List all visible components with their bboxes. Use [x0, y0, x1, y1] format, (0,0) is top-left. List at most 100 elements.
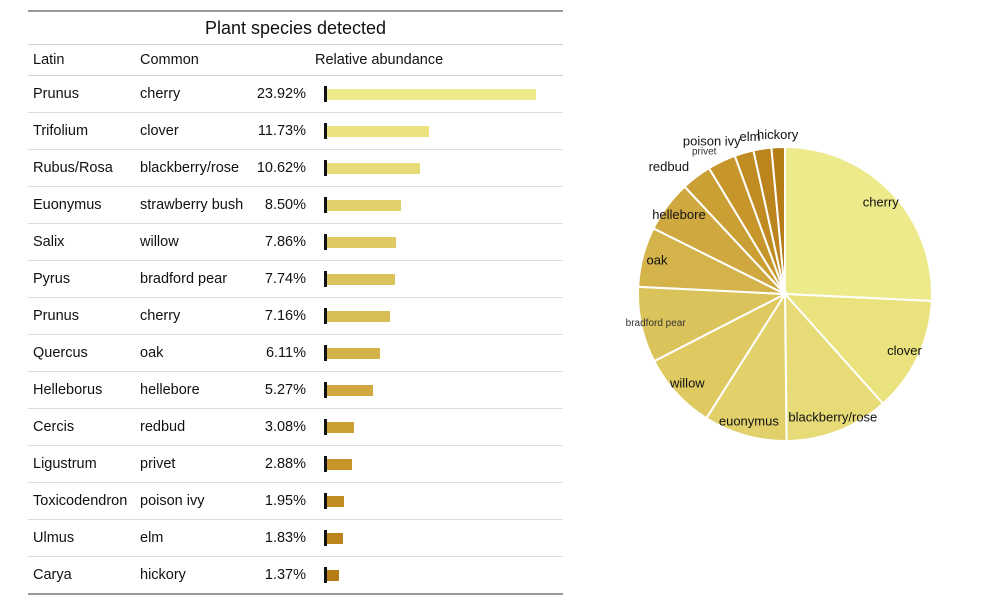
table-row: Cercis redbud 3.08%: [28, 409, 563, 446]
table-body: Prunus cherry 23.92% Trifolium clover 11.73% R…: [28, 76, 563, 595]
pie-label: cherry: [863, 195, 900, 210]
cell-latin: Ligustrum: [33, 456, 97, 472]
cell-latin: Rubus/Rosa: [33, 160, 113, 176]
pie-label: blackberry/rose: [788, 409, 877, 424]
cell-percent: 6.11%: [265, 345, 306, 361]
cell-common: hickory: [140, 567, 186, 583]
cell-common: cherry: [140, 308, 181, 324]
abundance-bar: [327, 459, 353, 470]
pie-label: elm: [740, 129, 761, 144]
bar-baseline: [324, 234, 327, 250]
cell-latin: Toxicodendron: [33, 493, 128, 509]
pie-slice-clover: [782, 292, 933, 406]
pie-chart: cherry clover blackberry/rose euonymus willo…: [600, 100, 980, 470]
pie-label: hickory: [757, 127, 799, 142]
cell-percent: 11.73%: [257, 123, 306, 139]
bar-baseline: [324, 160, 327, 176]
pie-label: hellebore: [652, 207, 706, 222]
table-row: Prunus cherry 7.16%: [28, 298, 563, 335]
abundance-bar: [327, 385, 374, 396]
cell-percent: 1.95%: [264, 493, 306, 509]
table-row: Ligustrum privet 2.88%: [28, 446, 563, 483]
abundance-bar: [327, 422, 354, 433]
pie-slice-blackberry-rose: [783, 291, 885, 443]
bar-baseline: [324, 271, 327, 287]
table-row: Salix willow 7.86%: [28, 224, 563, 261]
cell-percent: 3.08%: [264, 419, 306, 435]
cell-common: clover: [140, 123, 179, 139]
bar-baseline: [324, 123, 327, 139]
table-row: Rubus/Rosa blackberry/rose 10.62%: [28, 150, 563, 187]
pie-slice-euonymus: [705, 290, 788, 442]
cell-common: blackberry/rose: [140, 160, 240, 176]
table-row: Prunus cherry 23.92%: [28, 76, 563, 113]
pie-svg: cherry clover blackberry/rose euonymus willo…: [626, 127, 933, 443]
pie-label: redbud: [649, 159, 689, 174]
abundance-bar: [327, 89, 536, 100]
bar-baseline: [324, 530, 327, 546]
abundance-bar: [327, 274, 395, 285]
abundance-bar: [327, 570, 339, 581]
bar-baseline: [324, 567, 327, 583]
table-row: Trifolium clover 11.73%: [28, 113, 563, 150]
pie-label: willow: [669, 375, 705, 390]
cell-common: cherry: [140, 86, 181, 102]
abundance-bar: [327, 496, 345, 507]
cell-common: poison ivy: [140, 493, 205, 509]
cell-latin: Cercis: [33, 419, 75, 435]
abundance-bar: [327, 200, 402, 211]
cell-common: bradford pear: [140, 271, 228, 287]
cell-latin: Euonymus: [33, 197, 102, 213]
table-row: Carya hickory 1.37%: [28, 557, 563, 595]
pie-slice-hickory: [770, 145, 786, 295]
bar-baseline: [324, 456, 327, 472]
cell-percent: 5.27%: [264, 382, 306, 398]
cell-percent: 10.62%: [256, 160, 306, 176]
table-row: Pyrus bradford pear 7.74%: [28, 261, 563, 298]
pie-slice-cherry: [784, 145, 933, 303]
bar-baseline: [324, 493, 327, 509]
cell-common: strawberry bush: [140, 197, 244, 213]
bar-baseline: [324, 382, 327, 398]
cell-latin: Quercus: [33, 345, 88, 361]
pie-label: poison ivy: [683, 133, 741, 148]
abundance-bar: [327, 311, 390, 322]
abundance-bar: [327, 237, 396, 248]
bar-baseline: [324, 419, 327, 435]
table-header-row: Latin Common Relative abundance: [28, 44, 563, 76]
cell-percent: 1.83%: [264, 530, 306, 546]
cell-percent: 1.37%: [264, 567, 306, 583]
cell-latin: Carya: [33, 567, 72, 583]
bar-baseline: [324, 197, 327, 213]
cell-latin: Prunus: [33, 308, 79, 324]
table-row: Ulmus elm 1.83%: [28, 520, 563, 557]
cell-common: hellebore: [140, 382, 200, 398]
table-row: Toxicodendron poison ivy 1.95%: [28, 483, 563, 520]
bar-baseline: [324, 308, 327, 324]
cell-latin: Pyrus: [33, 271, 71, 287]
cell-common: oak: [140, 345, 164, 361]
bar-baseline: [324, 345, 327, 361]
abundance-bar: [327, 348, 381, 359]
cell-latin: Trifolium: [33, 123, 89, 139]
cell-common: elm: [140, 530, 164, 546]
cell-percent: 8.50%: [264, 197, 306, 213]
cell-latin: Helleborus: [33, 382, 103, 398]
abundance-bar: [327, 163, 420, 174]
cell-latin: Ulmus: [33, 530, 75, 546]
header-common: Common: [140, 52, 199, 68]
cell-percent: 7.86%: [264, 234, 306, 250]
pie-label: clover: [887, 343, 922, 358]
abundance-bar: [327, 126, 430, 137]
bar-baseline: [324, 86, 327, 102]
cell-percent: 23.92%: [256, 86, 306, 102]
cell-latin: Salix: [33, 234, 65, 250]
cell-common: privet: [140, 456, 176, 472]
cell-latin: Prunus: [33, 86, 79, 102]
pie-label: bradford pear: [626, 318, 687, 329]
pie-label: euonymus: [719, 413, 779, 428]
cell-percent: 7.16%: [264, 308, 306, 324]
cell-common: willow: [140, 234, 179, 250]
table-title: Plant species detected: [204, 18, 387, 38]
abundance-bar: [327, 533, 343, 544]
